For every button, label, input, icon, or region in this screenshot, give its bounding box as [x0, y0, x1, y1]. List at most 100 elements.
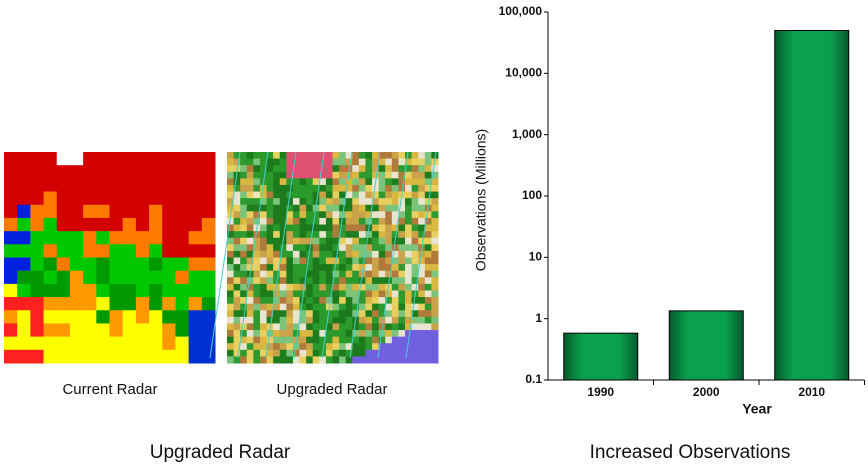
radar-cell	[247, 178, 254, 185]
radar-cell	[352, 231, 359, 238]
radar-cell	[293, 297, 300, 304]
radar-cell	[425, 211, 432, 218]
radar-cell	[273, 218, 280, 225]
radar-cell	[44, 205, 58, 219]
radar-cell	[412, 231, 419, 238]
radar-cell	[227, 172, 234, 179]
radar-cell	[83, 271, 97, 285]
radar-cell	[379, 192, 386, 199]
radar-cell	[319, 264, 326, 271]
radar-cell	[44, 337, 58, 351]
radar-cell	[300, 198, 307, 205]
radar-cell	[333, 152, 340, 159]
radar-cell	[418, 284, 425, 291]
radar-cell	[253, 251, 260, 258]
radar-cell	[306, 304, 313, 311]
radar-cell	[405, 211, 412, 218]
radar-cell	[280, 159, 287, 166]
radar-cell	[333, 205, 340, 212]
radar-cell	[234, 290, 241, 297]
radar-cell	[57, 258, 71, 272]
radar-cell	[300, 172, 307, 179]
radar-cell	[260, 152, 267, 159]
radar-cell	[4, 323, 18, 337]
radar-cell	[339, 159, 346, 166]
radar-cell	[379, 277, 386, 284]
radar-cell	[300, 323, 307, 330]
radar-cell	[227, 284, 234, 291]
panel-title: Upgraded Radar	[150, 442, 291, 463]
radar-cell	[379, 185, 386, 192]
radar-cell	[300, 264, 307, 271]
radar-cell	[44, 284, 58, 298]
radar-cell	[4, 310, 18, 324]
radar-cell	[273, 337, 280, 344]
radar-cell	[247, 231, 254, 238]
radar-cell	[326, 185, 333, 192]
radar-cell	[273, 244, 280, 251]
radar-cell	[202, 297, 216, 311]
radar-cell	[352, 264, 359, 271]
radar-cell	[175, 205, 189, 219]
radar-cell	[202, 271, 216, 285]
radar-cell	[319, 284, 326, 291]
radar-cell	[234, 337, 241, 344]
radar-cell	[385, 192, 392, 199]
radar-cell	[136, 244, 150, 258]
radar-cell	[319, 271, 326, 278]
radar-cell	[96, 178, 110, 192]
radar-cell	[412, 211, 419, 218]
radar-cell	[227, 178, 234, 185]
radar-cell	[359, 231, 366, 238]
radar-cell	[412, 343, 419, 350]
radar-cell	[365, 317, 372, 324]
radar-cell	[372, 343, 379, 350]
radar-cell	[392, 330, 399, 337]
radar-cell	[293, 211, 300, 218]
radar-cell	[333, 350, 340, 357]
radar-cell	[412, 152, 419, 159]
radar-cell	[431, 271, 438, 278]
radar-cell	[57, 310, 71, 324]
radar-cell	[398, 198, 405, 205]
radar-cell	[44, 258, 58, 272]
radar-cell	[123, 284, 137, 298]
radar-cell	[189, 244, 203, 258]
radar-cell	[405, 238, 412, 245]
radar-cell	[17, 337, 31, 351]
radar-cell	[110, 258, 124, 272]
radar-cell	[280, 317, 287, 324]
radar-cell	[392, 264, 399, 271]
radar-cell	[352, 271, 359, 278]
radar-cell	[123, 310, 137, 324]
radar-cell	[286, 317, 293, 324]
radar-cell	[293, 238, 300, 245]
radar-cell	[286, 350, 293, 357]
radar-cell	[293, 172, 300, 179]
radar-cell	[273, 165, 280, 172]
radar-cell	[83, 310, 97, 324]
radar-cell	[175, 178, 189, 192]
radar-cell	[300, 258, 307, 265]
radar-cell	[333, 323, 340, 330]
radar-cell	[431, 350, 438, 357]
radar-cell	[300, 185, 307, 192]
radar-cell	[333, 251, 340, 258]
radar-cell	[286, 244, 293, 251]
radar-cell	[267, 178, 274, 185]
radar-cell	[234, 198, 241, 205]
radar-cell	[4, 231, 18, 245]
radar-cell	[405, 343, 412, 350]
radar-cell	[300, 244, 307, 251]
radar-cell	[253, 165, 260, 172]
radar-cell	[326, 231, 333, 238]
radar-cell	[30, 231, 44, 245]
radar-cell	[189, 152, 203, 166]
radar-cell	[136, 258, 150, 272]
radar-cell	[319, 290, 326, 297]
radar-cell	[253, 284, 260, 291]
radar-cell	[260, 310, 267, 317]
radar-cell	[333, 165, 340, 172]
radar-cell	[392, 185, 399, 192]
radar-cell	[385, 310, 392, 317]
